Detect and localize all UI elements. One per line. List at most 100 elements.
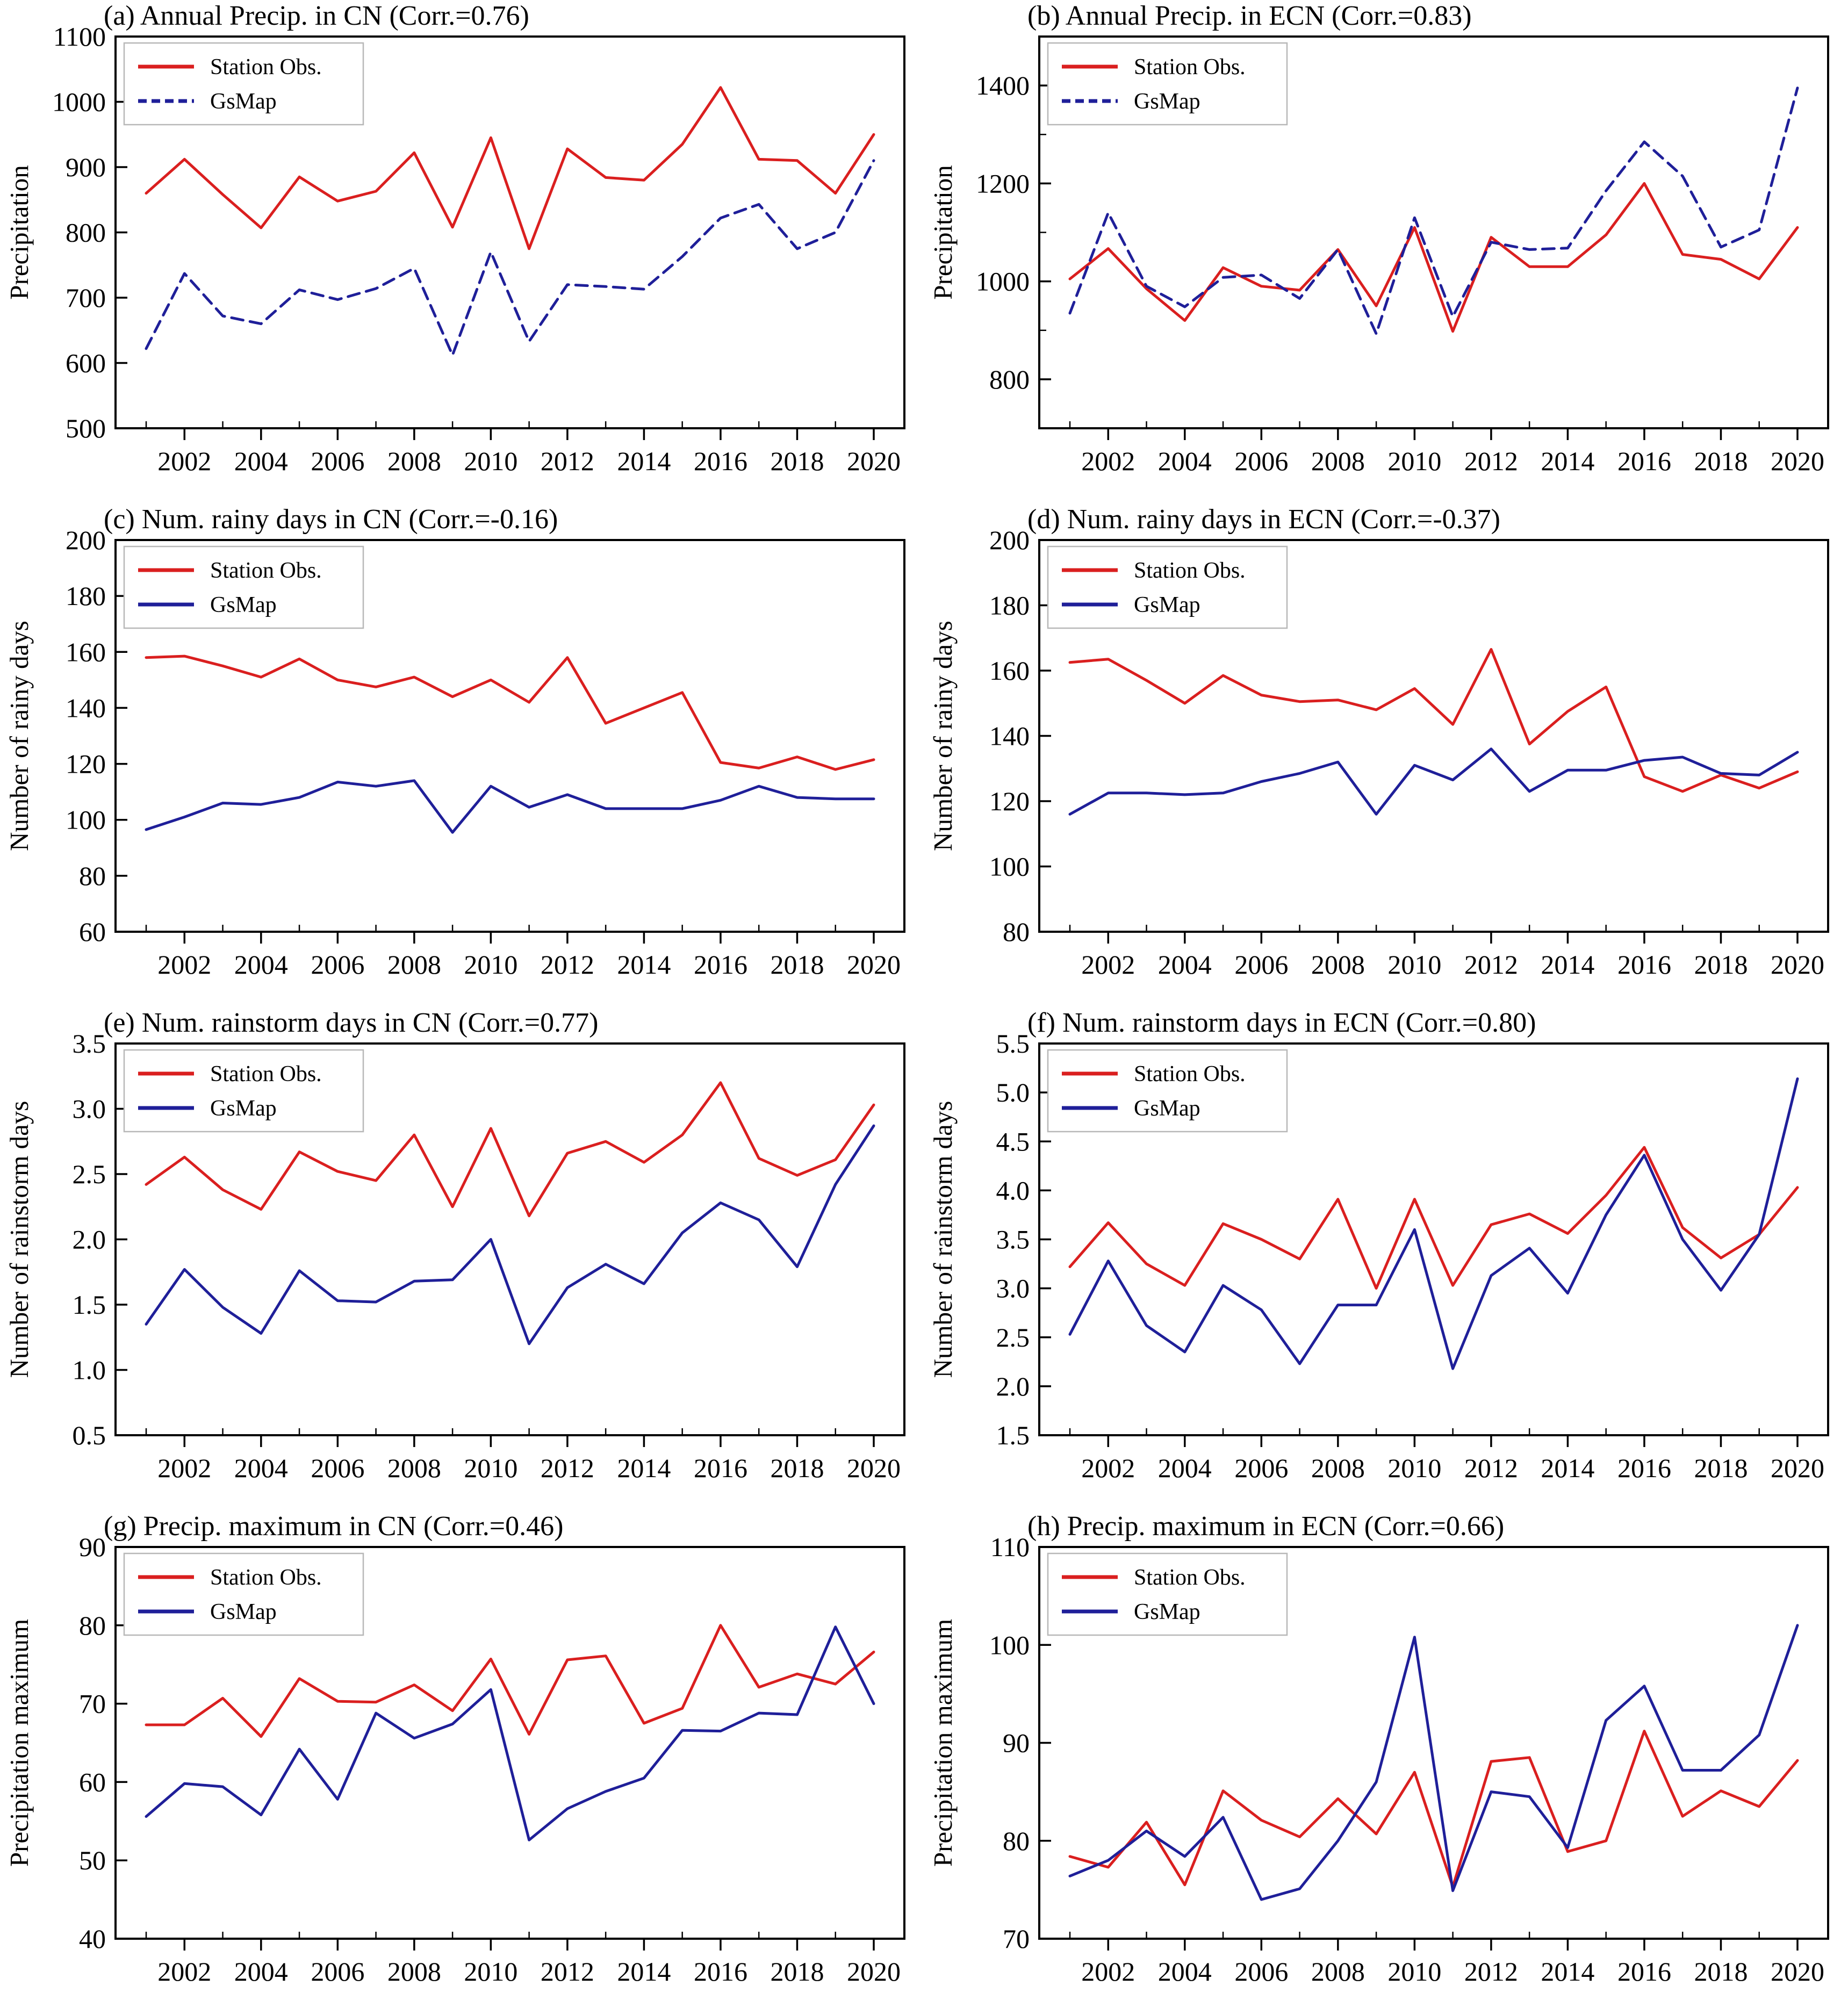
y-tick-label: 1000 xyxy=(976,267,1030,297)
y-axis-label: Number of rainstorm days xyxy=(928,1101,958,1378)
y-tick-label: 2.0 xyxy=(73,1225,106,1255)
y-tick-label: 80 xyxy=(1003,917,1030,947)
y-tick-label: 200 xyxy=(989,525,1030,555)
x-tick-label: 2006 xyxy=(1234,446,1288,476)
y-tick-label: 90 xyxy=(79,1532,106,1562)
x-tick-label: 2008 xyxy=(387,1453,441,1483)
panel-title: (f) Num. rainstorm days in ECN (Corr.=0.… xyxy=(1027,1008,1536,1038)
series-line-station-obs xyxy=(145,654,875,771)
panel-title: (c) Num. rainy days in CN (Corr.=-0.16) xyxy=(104,504,558,535)
legend-frame xyxy=(1047,42,1288,126)
series-line-gsmap xyxy=(1068,1077,1799,1370)
legend-label-gsmap: GsMap xyxy=(210,89,277,114)
x-tick-label: 2002 xyxy=(1081,446,1135,476)
legend: Station Obs. GsMap xyxy=(1047,545,1288,629)
x-tick-label: 2010 xyxy=(464,446,517,476)
plot-box xyxy=(1038,1042,1829,1436)
plot-box xyxy=(1038,539,1829,933)
series-line-gsmap xyxy=(145,159,875,357)
x-tick-label: 2004 xyxy=(234,446,288,476)
y-tick-label: 1000 xyxy=(52,87,106,117)
legend-label-station-obs: Station Obs. xyxy=(210,1062,322,1086)
x-tick-label: 2004 xyxy=(1158,1956,1212,1987)
x-tick-label: 2002 xyxy=(157,446,211,476)
x-tick-label: 2020 xyxy=(847,1453,901,1483)
y-axis-label: Precipitation maximum xyxy=(928,1619,958,1867)
x-tick-label: 2020 xyxy=(1771,446,1824,476)
legend-frame xyxy=(1047,1552,1288,1636)
x-tick-label: 2006 xyxy=(311,1956,364,1987)
x-tick-label: 2012 xyxy=(1464,1453,1518,1483)
panel-title: (a) Annual Precip. in CN (Corr.=0.76) xyxy=(104,1,529,31)
y-tick-label: 800 xyxy=(989,364,1030,394)
x-tick-label: 2008 xyxy=(1311,1956,1365,1987)
y-tick-label: 3.5 xyxy=(73,1028,106,1059)
legend-frame xyxy=(123,545,364,629)
x-tick-label: 2012 xyxy=(541,1956,594,1987)
plot-box xyxy=(114,539,905,933)
x-tick-label: 2010 xyxy=(1387,1453,1441,1483)
x-tick-label: 2018 xyxy=(1694,949,1748,980)
x-tick-label: 2012 xyxy=(1464,446,1518,476)
legend-label-gsmap: GsMap xyxy=(210,1600,277,1624)
plot-box xyxy=(114,1042,905,1436)
y-tick-label: 2.5 xyxy=(996,1322,1030,1352)
legend: Station Obs. GsMap xyxy=(123,42,364,126)
y-tick-label: 200 xyxy=(66,525,106,555)
x-tick-label: 2004 xyxy=(1158,1453,1212,1483)
x-tick-label: 2014 xyxy=(617,446,671,476)
legend: Station Obs. GsMap xyxy=(1047,1552,1288,1636)
series-line-gsmap xyxy=(1068,87,1799,335)
x-tick-label: 2018 xyxy=(770,949,824,980)
series-line-gsmap xyxy=(145,779,875,834)
x-tick-label: 2008 xyxy=(387,446,441,476)
panel-title: (h) Precip. maximum in ECN (Corr.=0.66) xyxy=(1027,1511,1504,1542)
x-tick-label: 2018 xyxy=(1694,1453,1748,1483)
y-tick-label: 100 xyxy=(989,1630,1030,1660)
x-tick-label: 2006 xyxy=(311,1453,364,1483)
y-tick-label: 80 xyxy=(79,861,106,891)
y-tick-label: 70 xyxy=(1003,1924,1030,1954)
x-tick-label: 2018 xyxy=(1694,446,1748,476)
plot-box xyxy=(1038,1546,1829,1940)
y-tick-label: 60 xyxy=(79,917,106,947)
y-tick-label: 60 xyxy=(79,1767,106,1797)
y-tick-label: 5.0 xyxy=(996,1077,1030,1107)
x-tick-label: 2016 xyxy=(1617,1956,1671,1987)
legend-label-gsmap: GsMap xyxy=(210,593,277,617)
y-tick-label: 700 xyxy=(66,283,106,313)
y-tick-label: 100 xyxy=(989,852,1030,882)
x-tick-label: 2016 xyxy=(694,1956,747,1987)
panel-title: (b) Annual Precip. in ECN (Corr.=0.83) xyxy=(1027,1,1472,31)
x-tick-label: 2012 xyxy=(541,446,594,476)
x-tick-label: 2020 xyxy=(847,446,901,476)
legend-frame xyxy=(123,1552,364,1636)
legend-label-station-obs: Station Obs. xyxy=(210,558,322,583)
y-tick-label: 1100 xyxy=(53,21,106,52)
y-tick-label: 160 xyxy=(66,637,106,667)
panel-b: (b) Annual Precip. in ECN (Corr.=0.83) Pr… xyxy=(928,1,1829,476)
legend: Station Obs. GsMap xyxy=(123,1049,364,1133)
x-tick-label: 2002 xyxy=(1081,1956,1135,1987)
x-tick-label: 2016 xyxy=(1617,949,1671,980)
x-tick-label: 2016 xyxy=(694,949,747,980)
x-tick-label: 2012 xyxy=(541,949,594,980)
legend: Station Obs. GsMap xyxy=(123,545,364,629)
y-tick-label: 90 xyxy=(1003,1728,1030,1758)
series-line-station-obs xyxy=(145,1624,875,1738)
x-tick-label: 2010 xyxy=(464,1956,517,1987)
x-tick-label: 2012 xyxy=(1464,1956,1518,1987)
y-tick-label: 140 xyxy=(66,693,106,723)
x-tick-label: 2006 xyxy=(1234,1453,1288,1483)
x-tick-label: 2008 xyxy=(1311,1453,1365,1483)
y-tick-label: 1.0 xyxy=(73,1355,106,1385)
series-line-gsmap xyxy=(145,1124,875,1345)
x-tick-label: 2002 xyxy=(1081,1453,1135,1483)
x-tick-label: 2020 xyxy=(847,1956,901,1987)
legend-label-gsmap: GsMap xyxy=(210,1096,277,1121)
y-tick-label: 180 xyxy=(989,591,1030,621)
legend-label-station-obs: Station Obs. xyxy=(1134,1062,1246,1086)
x-tick-label: 2018 xyxy=(1694,1956,1748,1987)
x-tick-label: 2004 xyxy=(234,1453,288,1483)
